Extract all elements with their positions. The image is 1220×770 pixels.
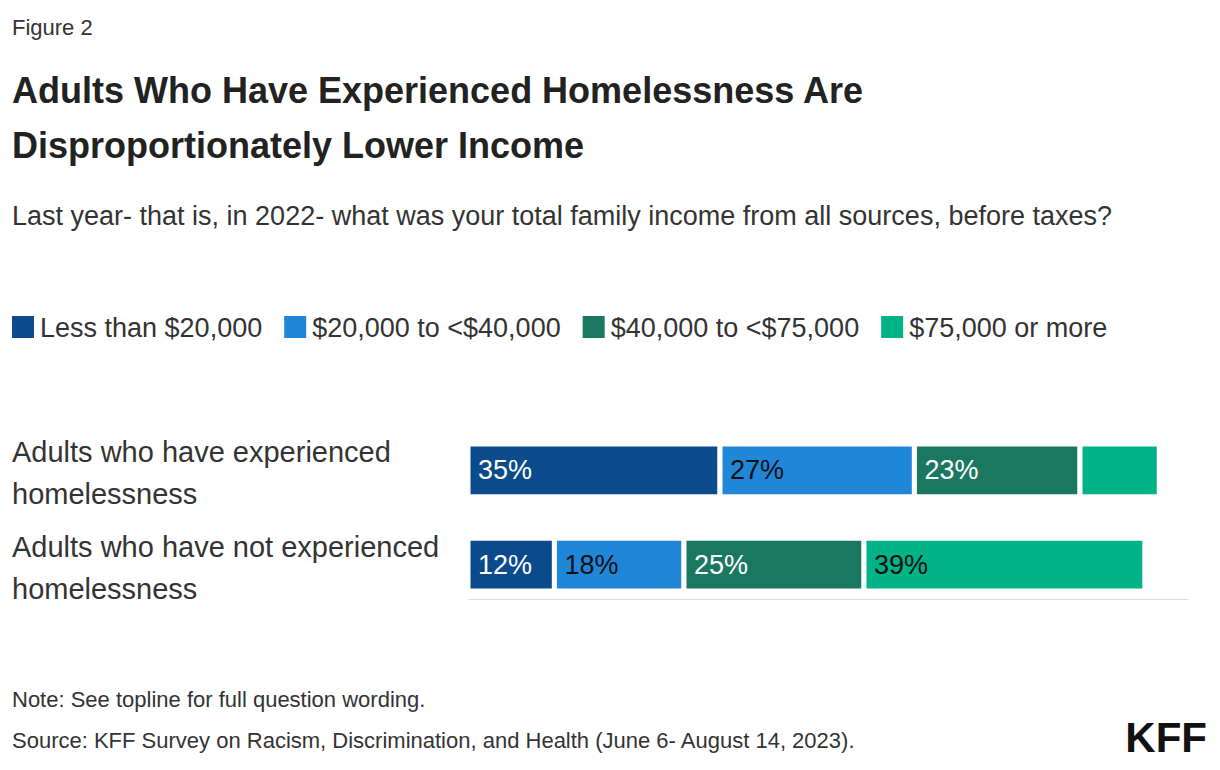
data-label: 27% — [730, 455, 784, 485]
text-line: homelessness — [12, 478, 197, 510]
data-label: 25% — [694, 550, 748, 580]
bar-segment — [1080, 444, 1159, 497]
bar-segment — [720, 444, 914, 497]
text-line: $20,000 to <$40,000 — [312, 313, 560, 343]
title: Adults Who Have Experienced Homelessness… — [12, 70, 863, 166]
logo: KFF — [1125, 714, 1207, 761]
text-line: Adults who have not experienced — [12, 531, 439, 563]
bar-segment — [468, 538, 554, 591]
legend-label: $75,000 or more — [909, 313, 1107, 343]
chart: Figure 2 Adults Who Have Experienced Home… — [0, 0, 1220, 770]
legend-swatch — [583, 316, 605, 338]
data-label: 18% — [564, 550, 618, 580]
data-label: 35% — [478, 455, 532, 485]
legend-label: Less than $20,000 — [40, 313, 262, 343]
data-label: 23% — [924, 455, 978, 485]
bar-segment — [554, 538, 684, 591]
x-axis-line — [469, 599, 1189, 600]
category-label: Adults who have experienced homelessness — [12, 436, 391, 510]
category-label: Adults who have not experienced homelessn… — [12, 531, 439, 605]
bar-segment — [684, 538, 864, 591]
bar-segment — [468, 444, 720, 497]
bars — [468, 444, 1159, 591]
x-axis — [469, 599, 1189, 600]
text-line: $40,000 to <$75,000 — [611, 313, 859, 343]
figure-label: Figure 2 — [12, 15, 93, 40]
legend-swatch — [284, 316, 306, 338]
source: Source: KFF Survey on Racism, Discrimina… — [12, 728, 855, 753]
bar-segment — [864, 538, 1145, 591]
note: Note: See topline for full question word… — [12, 687, 425, 712]
text-line: $75,000 or more — [909, 313, 1107, 343]
text-line: Last year- that is, in 2022- what was yo… — [12, 201, 1112, 231]
legend-swatch — [881, 316, 903, 338]
text-line: Disproportionately Lower Income — [12, 125, 584, 166]
text-line: homelessness — [12, 573, 197, 605]
bar-segment — [914, 444, 1080, 497]
data-label: 39% — [874, 550, 928, 580]
legend-label: $20,000 to <$40,000 — [312, 313, 560, 343]
data-label: 12% — [478, 550, 532, 580]
text-line: Adults Who Have Experienced Homelessness… — [12, 70, 863, 111]
text-line: Less than $20,000 — [40, 313, 262, 343]
legend-label: $40,000 to <$75,000 — [611, 313, 859, 343]
subtitle: Last year- that is, in 2022- what was yo… — [12, 201, 1112, 231]
text-line: Adults who have experienced — [12, 436, 391, 468]
legend-swatch — [12, 316, 34, 338]
